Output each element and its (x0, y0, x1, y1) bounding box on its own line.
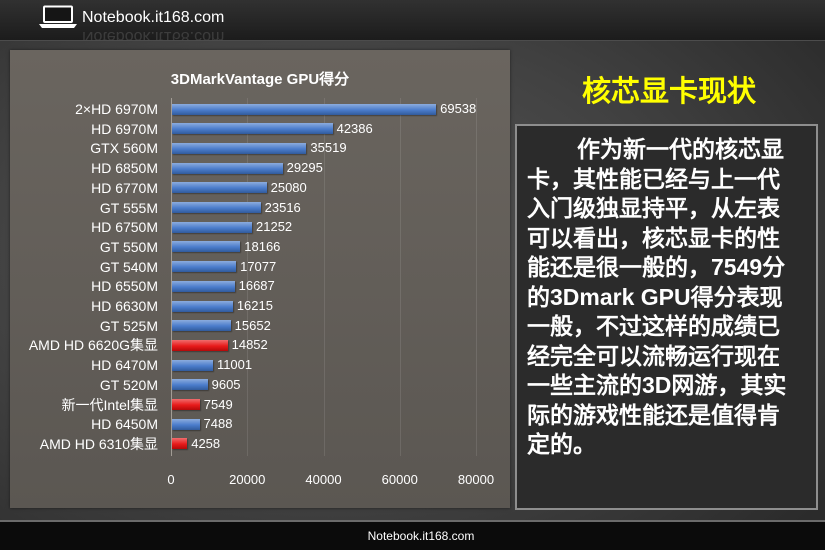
body-line: 经完全可以流畅运行现在 (527, 342, 780, 369)
chart-title: 3DMarkVantage GPU得分 (170, 71, 350, 88)
category-label: GT 525M (99, 317, 158, 334)
x-tick-label: 40000 (305, 472, 342, 487)
site-name-reflection: Notebook.it168.com (82, 28, 225, 41)
data-label: 17077 (240, 258, 277, 274)
bar-highlighted (172, 438, 188, 450)
data-label: 4258 (191, 435, 221, 451)
body-line: 入门级独显持平，从左表 (527, 195, 780, 221)
data-label: 7549 (203, 396, 233, 412)
data-label: 16215 (236, 298, 273, 313)
data-label: 29295 (286, 160, 323, 176)
bar (172, 221, 253, 233)
data-label: 25080 (270, 179, 307, 195)
data-label: 9605 (211, 376, 241, 392)
data-label: 15652 (234, 317, 271, 333)
data-label: 7488 (203, 416, 233, 432)
x-tick-label: 0 (167, 472, 175, 487)
x-tick-label: 60000 (381, 472, 418, 487)
header-bar: Notebook.it168.com Notebook.it168.com (0, 0, 825, 41)
bar (172, 103, 437, 115)
body-line: 卡，其性能已经与上一代 (527, 165, 780, 192)
category-label: HD 6770M (91, 179, 158, 196)
category-label: HD 6970M (91, 120, 158, 137)
footer-site-name: Notebook.it168.com (367, 529, 475, 543)
chart-plot-area: 3DMarkVantage GPU得分 0 20000 40000 60000 8000… (10, 50, 510, 508)
body-line: 一般，不过这样的成绩已 (527, 313, 780, 339)
bar (172, 241, 241, 253)
category-label: GT 520M (99, 376, 158, 393)
x-gridline (400, 98, 401, 456)
bar (172, 261, 237, 273)
chart-panel: 3DMarkVantage GPU得分 0 20000 40000 60000 8000… (10, 50, 510, 508)
data-label: 35519 (310, 140, 347, 156)
category-label: HD 6450M (91, 416, 158, 433)
laptop-icon (39, 5, 77, 28)
category-label: GT 550M (99, 238, 158, 255)
bar (172, 359, 213, 371)
category-label: 2×HD 6970M (75, 101, 158, 117)
category-label: GT 540M (99, 258, 158, 275)
bar (172, 202, 261, 213)
body-line: 际的游戏性能还是值得肯 (527, 401, 780, 428)
bar (172, 320, 231, 332)
y-axis-line (171, 98, 172, 456)
data-label: 11001 (216, 357, 253, 373)
x-gridline (476, 98, 477, 456)
data-label: 21252 (256, 219, 293, 235)
body-line: 一些主流的3D网游，其实 (527, 372, 787, 398)
data-label: 16687 (238, 278, 275, 294)
category-label: HD 6850M (91, 160, 158, 177)
category-label: HD 6550M (91, 278, 158, 295)
body-line: 定的。 (527, 431, 596, 457)
x-tick-label: 80000 (457, 472, 495, 487)
bar-highlighted (172, 339, 228, 351)
data-label: 42386 (336, 120, 373, 136)
data-label: 14852 (231, 337, 268, 353)
x-tick-label: 20000 (229, 472, 266, 487)
category-label: AMD HD 6620G集显 (28, 337, 158, 354)
body-line: 作为新一代的核芯显 (577, 136, 784, 162)
data-label: 23516 (264, 199, 301, 215)
data-label: 18166 (244, 238, 281, 254)
bar (172, 280, 235, 292)
sidebar-title: 核芯显卡现状 (581, 76, 756, 108)
bar (172, 379, 208, 391)
footer-divider (0, 520, 825, 522)
x-gridline (247, 98, 248, 456)
category-label: AMD HD 6310集显 (39, 435, 158, 452)
sidebar-text-box: 作为新一代的核芯显 卡，其性能已经与上一代 入门级独显持平，从左表 可以看出，核… (515, 124, 818, 510)
category-label: HD 6750M (91, 219, 158, 236)
category-label: GT 555M (99, 199, 158, 216)
bar-highlighted (172, 399, 200, 410)
bar (172, 418, 200, 430)
body-line: 可以看出，核芯显卡的性 (527, 224, 780, 251)
site-name: Notebook.it168.com (82, 9, 225, 26)
bar (172, 300, 233, 312)
category-label: HD 6630M (91, 298, 158, 314)
body-line: 能还是很一般的，7549分 (527, 254, 786, 280)
bar (172, 123, 333, 135)
body-line: 的3Dmark GPU得分表现 (527, 283, 783, 310)
footer-bar: Notebook.it168.com (0, 522, 825, 550)
bar (172, 162, 283, 174)
bar (172, 142, 307, 154)
category-label: HD 6470M (91, 357, 158, 374)
data-label: 69538 (440, 101, 477, 116)
category-label: 新一代Intel集显 (61, 396, 158, 413)
x-gridline (324, 98, 325, 456)
category-label: GTX 560M (90, 140, 158, 157)
bar (172, 182, 267, 194)
